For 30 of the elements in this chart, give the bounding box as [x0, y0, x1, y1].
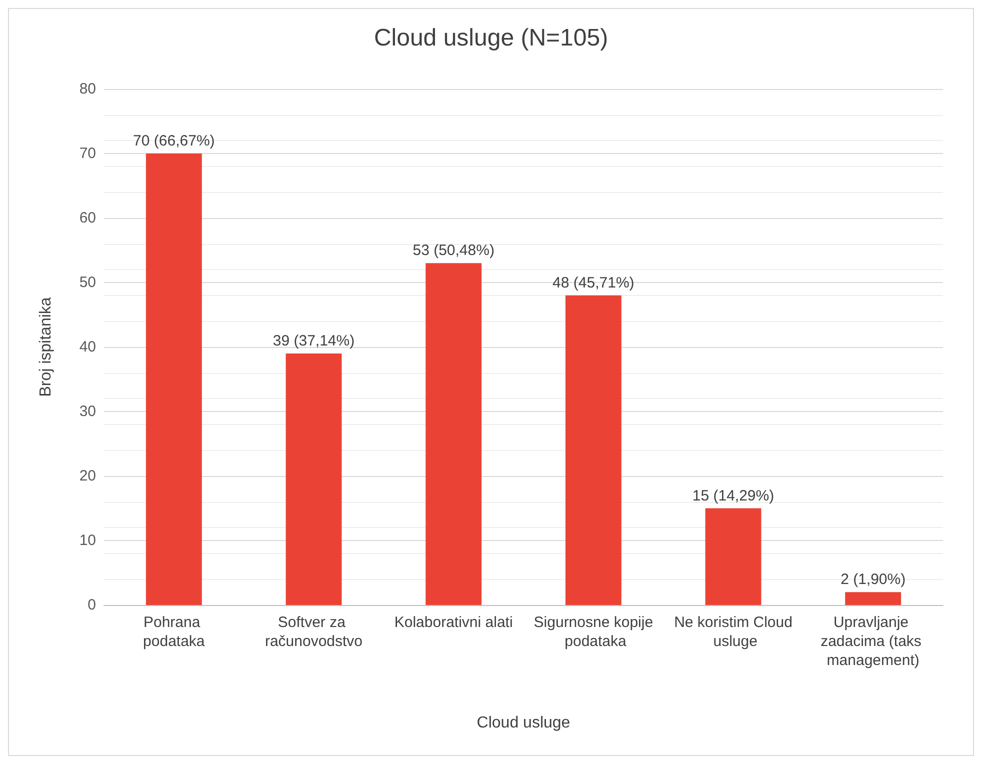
data-label: 53 (50,48%) — [412, 242, 494, 260]
y-tick-label: 50 — [79, 274, 96, 291]
x-tick-label: Softver za računovodstvo — [264, 614, 363, 650]
bar — [146, 154, 202, 605]
y-tick-label: 0 — [88, 596, 96, 614]
y-tick-label: 70 — [79, 145, 96, 162]
bar — [565, 295, 622, 605]
bar — [705, 508, 762, 605]
bar — [845, 592, 902, 605]
chart-title: Cloud usluge (N=105) — [374, 24, 608, 52]
y-tick-label: 20 — [79, 468, 96, 484]
x-tick-label: Pohrana podataka — [143, 614, 206, 650]
y-tick-label: 60 — [79, 210, 96, 226]
x-tick-label: Kolaborativni alati — [394, 614, 513, 631]
y-tick-label: 80 — [79, 80, 96, 98]
y-tick-label: 40 — [79, 338, 96, 356]
bar — [286, 353, 342, 605]
x-tick-label: Sigurnosne kopije podataka — [534, 614, 654, 650]
data-label: 15 (14,29%) — [692, 487, 774, 504]
y-tick-label: 10 — [79, 532, 96, 549]
bar — [426, 263, 482, 605]
y-tick-label: 30 — [79, 403, 96, 420]
x-axis-title: Cloud usluge — [476, 714, 570, 732]
data-label: 39 (37,14%) — [272, 332, 355, 350]
x-tick-label: Ne koristim Cloud usluge — [674, 614, 792, 650]
data-label: 48 (45,71%) — [552, 274, 634, 292]
y-axis-title: Broj ispitanika — [38, 297, 54, 397]
x-tick-label: Upravljanje zadacima (taks management) — [820, 614, 926, 669]
data-label: 2 (1,90%) — [840, 571, 906, 588]
data-label: 70 (66,67%) — [133, 132, 215, 150]
